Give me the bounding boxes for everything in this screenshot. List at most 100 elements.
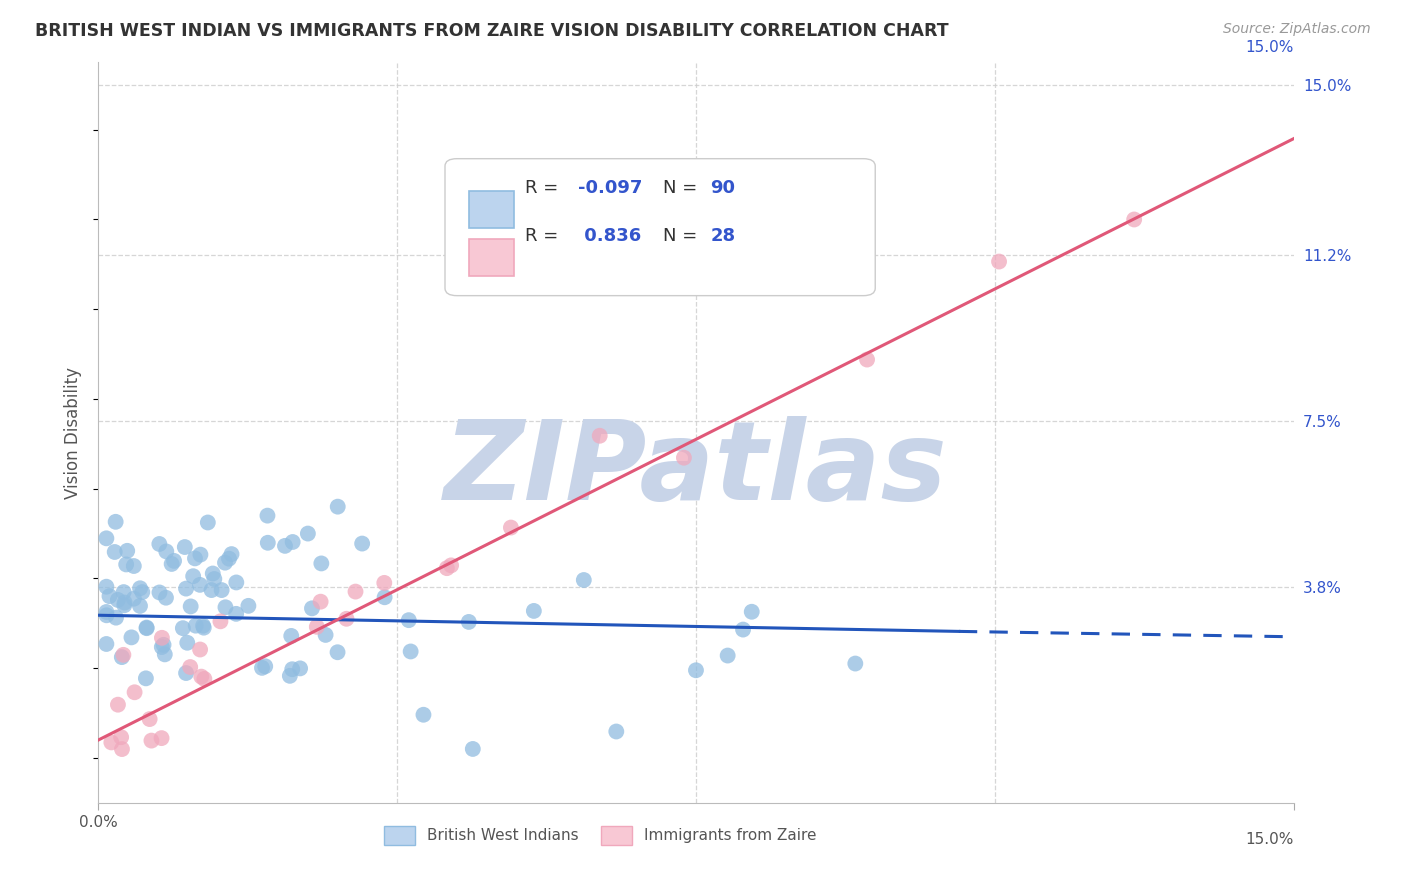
Point bbox=[112, 585, 135, 599]
Point bbox=[717, 648, 740, 663]
Text: ZIPatlas: ZIPatlas bbox=[444, 417, 948, 523]
Point bbox=[685, 663, 707, 677]
FancyBboxPatch shape bbox=[470, 239, 515, 276]
Point bbox=[131, 585, 153, 599]
Point bbox=[160, 557, 183, 571]
Point bbox=[281, 662, 304, 676]
Point bbox=[96, 580, 118, 594]
Text: 0.836: 0.836 bbox=[578, 227, 641, 245]
Point bbox=[326, 500, 349, 514]
Point bbox=[741, 605, 763, 619]
Point bbox=[190, 670, 212, 684]
Point bbox=[214, 600, 236, 615]
Point bbox=[135, 621, 157, 635]
Point bbox=[256, 535, 278, 549]
Point bbox=[315, 628, 337, 642]
Point bbox=[190, 548, 212, 562]
Point bbox=[129, 599, 152, 613]
Point bbox=[135, 621, 157, 635]
Point bbox=[96, 532, 118, 546]
Point bbox=[104, 610, 127, 624]
Point bbox=[457, 615, 479, 629]
Point bbox=[150, 631, 173, 645]
Point bbox=[309, 595, 332, 609]
Point bbox=[112, 648, 135, 662]
Point bbox=[150, 640, 173, 654]
Text: 28: 28 bbox=[710, 227, 735, 245]
Point bbox=[122, 591, 145, 606]
Point bbox=[844, 657, 866, 671]
Point bbox=[184, 551, 207, 566]
Point bbox=[440, 558, 463, 573]
Point bbox=[200, 583, 222, 598]
Point bbox=[335, 612, 357, 626]
FancyBboxPatch shape bbox=[470, 191, 515, 227]
Point bbox=[153, 648, 176, 662]
Text: -0.097: -0.097 bbox=[578, 179, 643, 197]
Point bbox=[179, 660, 201, 674]
Point bbox=[100, 735, 122, 749]
Point bbox=[184, 618, 207, 632]
Point bbox=[209, 615, 232, 629]
Text: R =: R = bbox=[524, 179, 564, 197]
Point bbox=[499, 520, 522, 534]
Point bbox=[197, 516, 219, 530]
Point bbox=[111, 650, 134, 665]
Point bbox=[344, 584, 367, 599]
Point bbox=[174, 666, 197, 681]
Point bbox=[856, 352, 879, 367]
Point bbox=[155, 544, 177, 558]
Point bbox=[152, 638, 174, 652]
Point bbox=[250, 661, 273, 675]
Point bbox=[572, 573, 595, 587]
Point bbox=[373, 575, 395, 590]
Point bbox=[155, 591, 177, 605]
Point bbox=[297, 526, 319, 541]
Point bbox=[305, 620, 328, 634]
Point bbox=[148, 585, 170, 599]
Point bbox=[254, 659, 277, 673]
Text: N =: N = bbox=[662, 227, 703, 245]
Point bbox=[589, 429, 612, 443]
Point bbox=[672, 450, 695, 465]
Point bbox=[202, 572, 225, 586]
Point bbox=[256, 508, 278, 523]
Point bbox=[201, 566, 224, 581]
Point bbox=[104, 545, 127, 559]
Point bbox=[731, 623, 754, 637]
Point bbox=[148, 537, 170, 551]
Point bbox=[129, 581, 152, 595]
Point bbox=[141, 733, 163, 747]
Point bbox=[174, 582, 197, 596]
Point bbox=[188, 642, 211, 657]
Point bbox=[107, 593, 129, 607]
Point bbox=[225, 607, 247, 621]
Point bbox=[112, 599, 135, 613]
Point bbox=[191, 618, 214, 632]
Point bbox=[436, 561, 458, 575]
Text: R =: R = bbox=[524, 227, 564, 245]
Point bbox=[150, 731, 173, 745]
Point bbox=[301, 601, 323, 615]
Point bbox=[173, 540, 195, 554]
Point bbox=[214, 556, 236, 570]
Point bbox=[122, 559, 145, 574]
Point bbox=[124, 685, 146, 699]
Point bbox=[461, 742, 484, 756]
Point bbox=[326, 645, 349, 659]
Point bbox=[274, 539, 297, 553]
Point bbox=[412, 707, 434, 722]
Point bbox=[221, 547, 243, 561]
Text: N =: N = bbox=[662, 179, 703, 197]
Text: 90: 90 bbox=[710, 179, 735, 197]
Point bbox=[111, 742, 134, 756]
Point bbox=[193, 621, 215, 635]
Point bbox=[176, 636, 198, 650]
Point bbox=[107, 698, 129, 712]
Point bbox=[288, 661, 311, 675]
Point bbox=[96, 608, 118, 623]
Text: 15.0%: 15.0% bbox=[1246, 832, 1294, 847]
Point bbox=[225, 575, 247, 590]
Point bbox=[98, 589, 121, 603]
Point bbox=[110, 730, 132, 744]
